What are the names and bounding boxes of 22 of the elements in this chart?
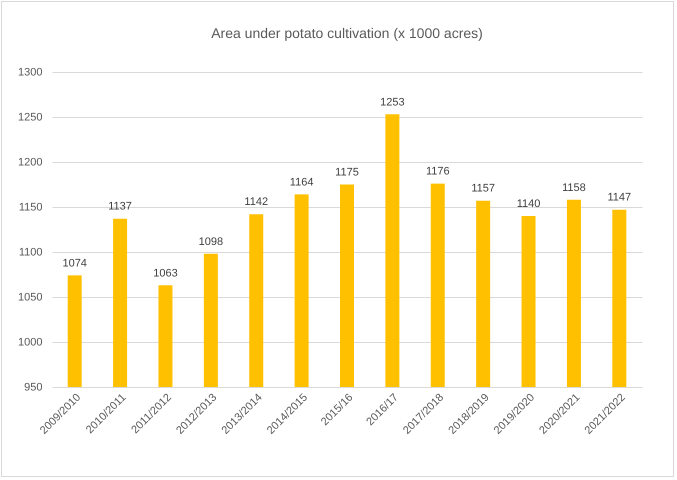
y-tick-label: 950	[24, 382, 42, 394]
data-label: 1158	[562, 182, 586, 194]
y-tick-label: 1150	[18, 202, 42, 214]
data-label: 1063	[153, 267, 178, 280]
y-tick-label: 1250	[18, 112, 42, 124]
y-tick-label: 1100	[18, 246, 42, 258]
data-label: 1137	[108, 200, 132, 213]
y-tick-label: 1300	[18, 66, 42, 78]
data-label: 1074	[62, 257, 87, 270]
data-label: 1176	[426, 166, 450, 178]
data-label: 1142	[244, 196, 268, 208]
data-label: 1157	[471, 182, 495, 195]
y-tick-label: 1050	[18, 292, 42, 304]
data-label: 1147	[607, 192, 632, 204]
data-label: 1164	[290, 176, 314, 188]
y-tick-label: 1000	[18, 336, 42, 348]
data-label: 1253	[380, 96, 405, 108]
chart-title: Area under potato cultivation (x 1000 acres)	[211, 25, 483, 41]
data-label: 1098	[198, 236, 224, 248]
data-label: 1140	[516, 198, 540, 210]
data-label: 1175	[335, 166, 359, 178]
y-tick-label: 1200	[18, 156, 42, 168]
